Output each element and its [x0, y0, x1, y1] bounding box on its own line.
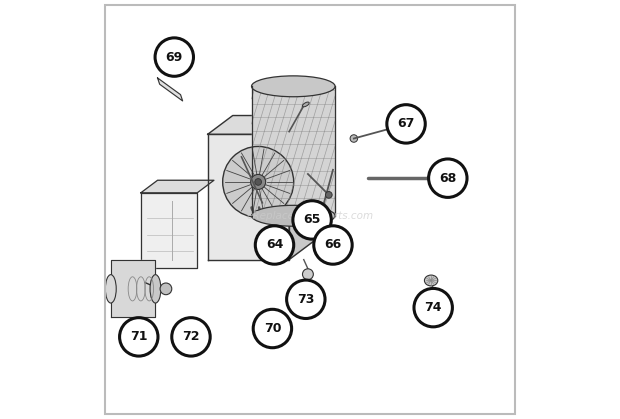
Text: 64: 64 [266, 238, 283, 251]
Polygon shape [141, 193, 197, 268]
Polygon shape [289, 116, 314, 260]
Ellipse shape [252, 205, 335, 226]
Circle shape [255, 226, 294, 264]
Circle shape [172, 318, 210, 356]
Circle shape [387, 105, 425, 143]
Circle shape [350, 135, 358, 142]
Circle shape [293, 201, 331, 239]
Circle shape [253, 309, 291, 348]
Circle shape [428, 159, 467, 197]
Text: 70: 70 [264, 322, 281, 335]
Text: 68: 68 [439, 172, 456, 185]
Polygon shape [141, 180, 214, 193]
Circle shape [414, 288, 453, 327]
Circle shape [160, 283, 172, 295]
Circle shape [314, 226, 352, 264]
Circle shape [250, 174, 266, 189]
Text: 73: 73 [297, 293, 314, 306]
Ellipse shape [150, 274, 161, 303]
Polygon shape [252, 86, 335, 216]
Ellipse shape [252, 76, 335, 97]
Ellipse shape [105, 274, 116, 303]
Text: 65: 65 [303, 213, 321, 226]
Text: 69: 69 [166, 51, 183, 64]
Text: 66: 66 [324, 238, 342, 251]
Ellipse shape [303, 102, 309, 107]
Ellipse shape [223, 147, 294, 217]
Text: 72: 72 [182, 330, 200, 344]
Circle shape [286, 280, 325, 318]
Text: eReplacementParts.com: eReplacementParts.com [246, 211, 374, 221]
Circle shape [155, 38, 193, 76]
Text: 71: 71 [130, 330, 148, 344]
Polygon shape [111, 261, 156, 317]
Circle shape [303, 269, 313, 279]
Circle shape [326, 191, 332, 198]
Circle shape [255, 178, 262, 185]
Circle shape [120, 318, 158, 356]
Text: 74: 74 [425, 301, 442, 314]
Polygon shape [157, 78, 183, 101]
Text: 67: 67 [397, 117, 415, 130]
Ellipse shape [425, 275, 438, 286]
Polygon shape [208, 116, 314, 134]
Polygon shape [208, 134, 289, 260]
